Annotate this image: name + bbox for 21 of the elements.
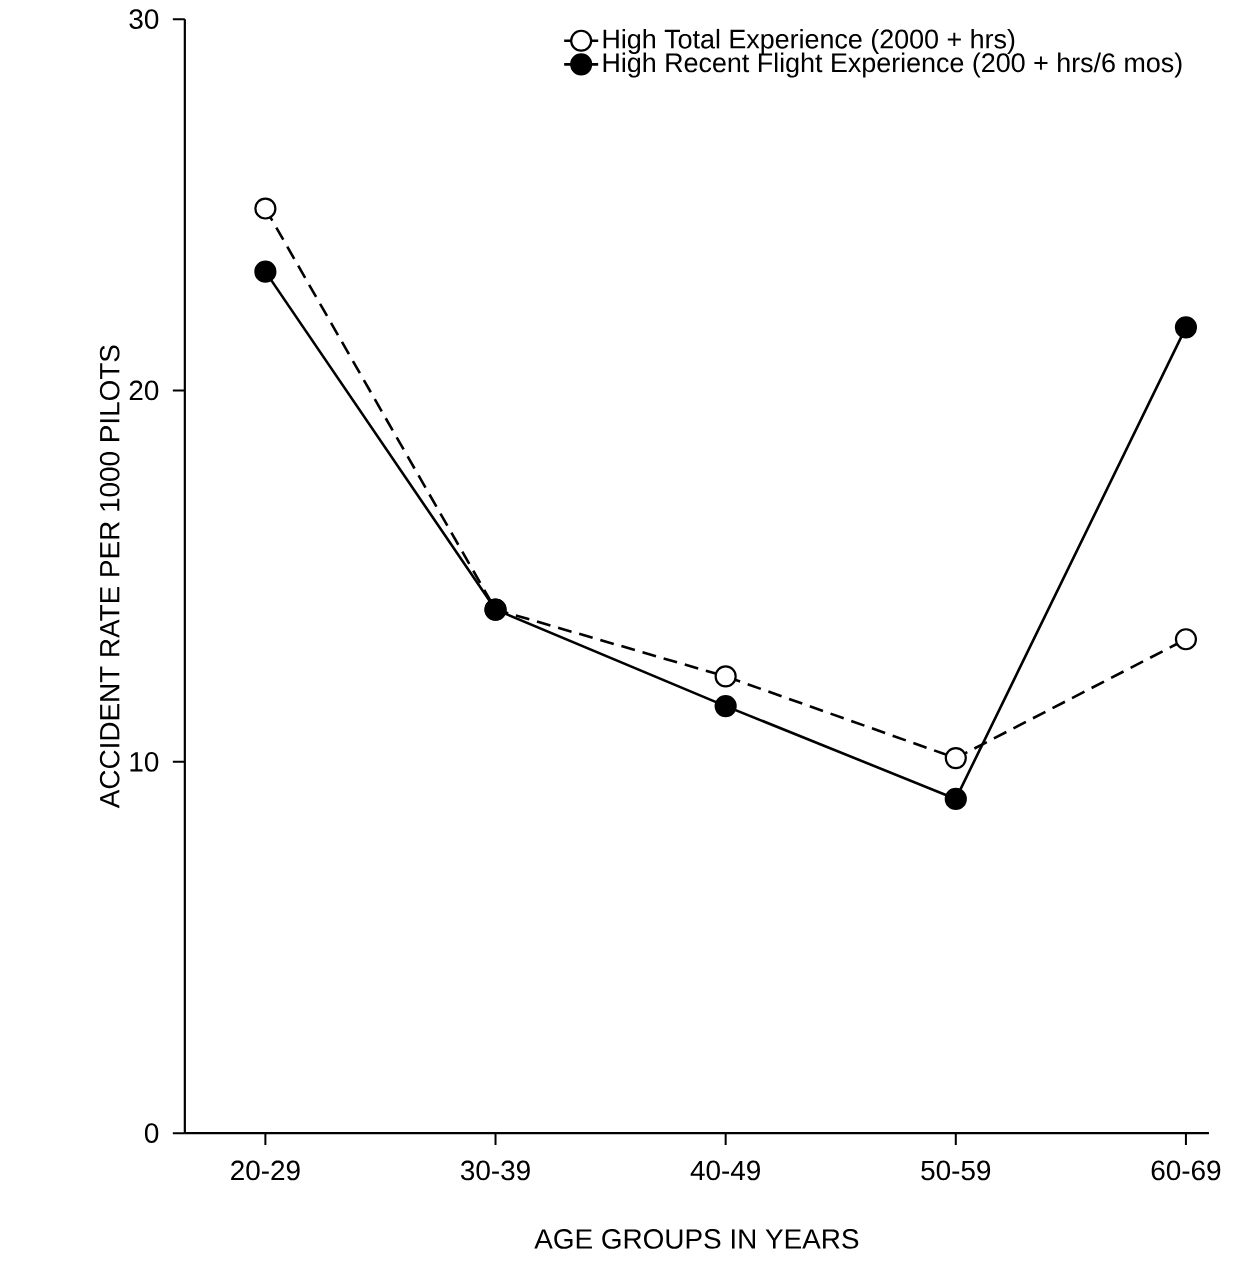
- point: [714, 695, 737, 718]
- x-tick-label: 30-39: [460, 1160, 530, 1181]
- point: [1174, 628, 1198, 651]
- x-tick-label: 40-49: [690, 1160, 761, 1181]
- point: [254, 197, 277, 220]
- y-tick-label: 20: [129, 380, 159, 401]
- y-tick-label: 0: [145, 1123, 159, 1143]
- point: [254, 260, 277, 283]
- x-tick-label: 50-59: [921, 1160, 991, 1181]
- point: [1174, 316, 1198, 339]
- x-tick-label: 20-29: [231, 1160, 300, 1181]
- point: [714, 665, 737, 688]
- y-tick-label: 10: [130, 751, 159, 772]
- legend-label: High Recent Flight Experience (200 + hrs/6 mos): [603, 52, 1182, 78]
- y-tick-label: 30: [129, 9, 159, 29]
- point: [944, 787, 967, 811]
- x-tick-label: 60-69: [1151, 1160, 1221, 1181]
- y-axis-title: ACCIDENT RATE PER 1000 PILOTS: [99, 345, 120, 809]
- point: [944, 747, 967, 770]
- x-axis-title: AGE GROUPS IN YEARS: [534, 1229, 859, 1249]
- legend-label: High Total Experience (2000 + hrs): [603, 28, 1015, 54]
